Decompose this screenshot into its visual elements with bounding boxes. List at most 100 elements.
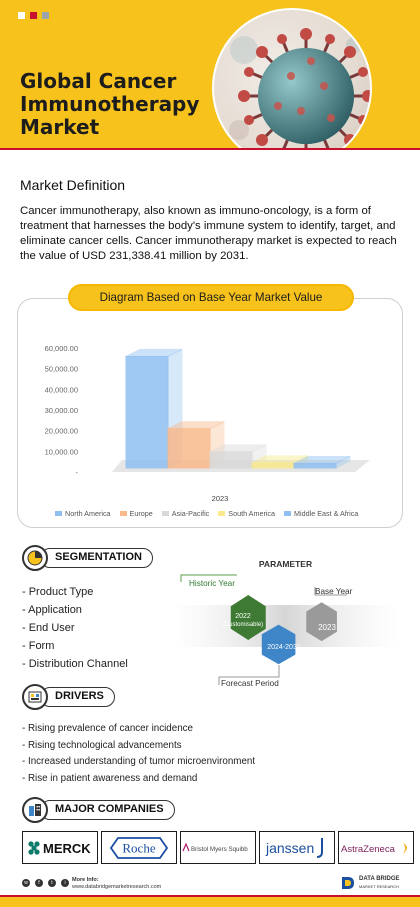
driver-item-3: - Increased understanding of tumor micro… xyxy=(22,756,256,767)
legend-item: North America xyxy=(55,509,111,518)
legend-item: South America xyxy=(218,509,275,518)
legend-item: Middle East & Africa xyxy=(284,509,358,518)
brand-line1: DATA BRIDGE xyxy=(359,876,400,882)
bar-chart: 60,000.00 50,000.00 40,000.00 30,000.00 20,0… xyxy=(45,344,370,503)
roche-logo: Roche xyxy=(101,831,177,864)
bar-middle-east-africa xyxy=(293,462,337,469)
header-dots xyxy=(18,12,49,19)
definition-title: Market Definition xyxy=(20,177,126,193)
chart-legend: North America Europe Asia-Pacific South Ame… xyxy=(55,509,358,518)
legend-swatch xyxy=(119,511,127,516)
parameter-diagram: PARAMETER Historic Year Base Year Foreca… xyxy=(167,555,404,695)
janssen-text: janssen xyxy=(265,840,314,856)
y-tick-label: 50,000.00 xyxy=(45,365,78,374)
header-divider xyxy=(0,148,420,150)
company-logos: MERCK Roche Bristol Myers Squibb janssen… xyxy=(22,831,414,864)
social-icons: w f t i xyxy=(22,879,69,887)
brand-line2: MARKET RESEARCH xyxy=(359,884,399,889)
legend-label: North America xyxy=(65,509,111,518)
astrazeneca-text: AstraZeneca xyxy=(341,844,396,855)
definition-text: Cancer immunotherapy, also known as immu… xyxy=(20,205,397,262)
legend-swatch xyxy=(55,511,62,516)
roche-text: Roche xyxy=(122,840,155,855)
y-tick-label: 20,000.00 xyxy=(45,427,78,436)
legend-label: Middle East & Africa xyxy=(294,509,359,518)
historic-hex-text: 2022 (Customisable) xyxy=(217,613,269,629)
legend-swatch xyxy=(218,511,226,516)
header-dot-red xyxy=(30,12,37,19)
base-hex xyxy=(306,602,337,642)
drivers-label: DRIVERS xyxy=(40,687,115,707)
bar-europe xyxy=(167,428,211,469)
y-tick-label: 60,000.00 xyxy=(45,344,78,353)
facebook-icon[interactable]: f xyxy=(35,879,43,887)
virus-illustration xyxy=(229,28,370,150)
driver-item-4: - Rise in patient awareness and demand xyxy=(22,772,198,784)
legend-label: Asia-Pacific xyxy=(171,509,210,518)
bms-text: Bristol Myers Squibb xyxy=(191,846,248,853)
forecast-hex-text: 2024-2031 xyxy=(267,644,301,651)
footer-divider xyxy=(0,895,420,897)
x-axis-label: 2023 xyxy=(212,494,229,503)
legend-swatch xyxy=(284,511,292,516)
legend-label: Europe xyxy=(129,509,153,518)
y-tick-label: 40,000.00 xyxy=(45,385,78,394)
companies-icon xyxy=(22,797,48,823)
astrazeneca-logo: AstraZeneca xyxy=(338,831,414,864)
more-info-label: More Info: xyxy=(72,877,99,883)
legend-swatch xyxy=(161,511,169,516)
historic-hex xyxy=(230,595,266,640)
segmentation-icon xyxy=(22,545,48,571)
segmentation-list: - Product Type - Application - End User - F… xyxy=(22,583,128,673)
base-year-label: Base Year xyxy=(315,587,353,596)
companies-badge: MAJOR COMPANIES xyxy=(22,797,175,823)
chart-title: Diagram Based on Base Year Market Value xyxy=(68,284,354,311)
y-tick-label: 10,000.00 xyxy=(45,447,78,456)
driver-item-1: - Rising prevalence of cancer incidence xyxy=(22,723,193,734)
footer-bar xyxy=(0,897,420,907)
bar-asia-pacific xyxy=(209,451,253,469)
bar-north-america xyxy=(125,355,169,469)
drivers-icon xyxy=(22,684,48,710)
more-info: More Info: www.databridgemarketresearch.… xyxy=(72,877,161,890)
instagram-icon[interactable]: i xyxy=(61,879,69,887)
whatsapp-icon[interactable]: w xyxy=(22,879,30,887)
drivers-badge: DRIVERS xyxy=(22,684,115,710)
drivers-list: - Rising prevalence of cancer incidence -… xyxy=(22,721,255,787)
segmentation-item-4: - Form xyxy=(22,640,55,652)
segmentation-item-1: - Product Type xyxy=(22,586,94,598)
bar-south-america xyxy=(251,462,295,469)
bms-logo: Bristol Myers Squibb xyxy=(180,831,256,864)
header-dot-white xyxy=(18,12,25,19)
y-tick-label: - xyxy=(76,468,79,477)
twitter-icon[interactable]: t xyxy=(48,879,56,887)
more-info-url[interactable]: www.databridgemarketresearch.com xyxy=(72,883,162,890)
header-dot-grey xyxy=(42,12,49,19)
parameter-title: PARAMETER xyxy=(258,559,313,569)
y-tick-label: 30,000.00 xyxy=(45,406,78,415)
segmentation-item-5: - Distribution Channel xyxy=(22,658,128,670)
merck-text: MERCK xyxy=(43,841,91,856)
segmentation-item-2: - Application xyxy=(22,604,82,616)
historic-year-label: Historic Year xyxy=(189,579,235,588)
merck-logo: MERCK xyxy=(22,831,98,864)
page-title: Global Cancer Immunotherapy Market xyxy=(20,69,200,139)
data-bridge-logo: DATA BRIDGE MARKET RESEARCH xyxy=(340,875,400,891)
historic-year-note: (Customisable) xyxy=(222,622,264,628)
forecast-period-label: Forecast Period xyxy=(221,679,279,688)
driver-item-2: - Rising technological advancements xyxy=(22,739,182,751)
legend-label: South America xyxy=(228,509,276,518)
data-bridge-icon xyxy=(342,877,354,889)
parameter-graphic xyxy=(172,574,399,685)
header-banner: Global Cancer Immunotherapy Market xyxy=(0,0,420,150)
historic-year-value: 2022 xyxy=(235,613,251,620)
segmentation-item-3: - End User xyxy=(22,622,75,634)
segmentation-label: SEGMENTATION xyxy=(40,548,153,568)
segmentation-badge: SEGMENTATION xyxy=(22,545,153,571)
companies-label: MAJOR COMPANIES xyxy=(40,800,175,820)
virus-image xyxy=(212,8,372,150)
legend-item: Asia-Pacific xyxy=(161,509,210,518)
forecast-hex xyxy=(261,624,296,665)
base-hex-text: 2023 xyxy=(318,623,336,632)
legend-item: Europe xyxy=(119,509,153,518)
